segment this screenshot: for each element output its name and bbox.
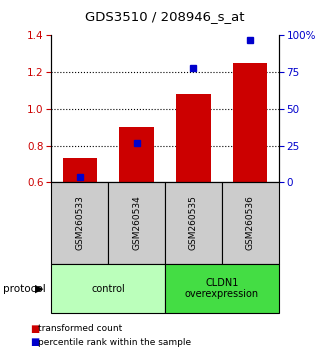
Text: protocol: protocol xyxy=(3,284,46,293)
Bar xyxy=(108,182,165,264)
Bar xyxy=(51,182,108,264)
Text: transformed count: transformed count xyxy=(38,324,122,333)
Text: ■: ■ xyxy=(30,324,39,333)
Bar xyxy=(233,63,268,182)
Text: ▶: ▶ xyxy=(35,284,43,293)
Bar xyxy=(51,264,165,313)
Text: GSM260535: GSM260535 xyxy=(189,195,198,251)
Text: ■: ■ xyxy=(30,337,39,347)
Text: GSM260534: GSM260534 xyxy=(132,196,141,250)
Bar xyxy=(176,94,211,182)
Bar xyxy=(165,182,222,264)
Bar xyxy=(222,182,279,264)
Text: percentile rank within the sample: percentile rank within the sample xyxy=(38,338,191,347)
Text: control: control xyxy=(91,284,125,293)
Text: GSM260536: GSM260536 xyxy=(246,195,255,251)
Text: CLDN1
overexpression: CLDN1 overexpression xyxy=(185,278,259,299)
Text: GSM260533: GSM260533 xyxy=(75,195,84,251)
Bar xyxy=(119,127,153,182)
Bar xyxy=(63,159,97,182)
Bar xyxy=(165,264,279,313)
Text: GDS3510 / 208946_s_at: GDS3510 / 208946_s_at xyxy=(85,10,245,23)
